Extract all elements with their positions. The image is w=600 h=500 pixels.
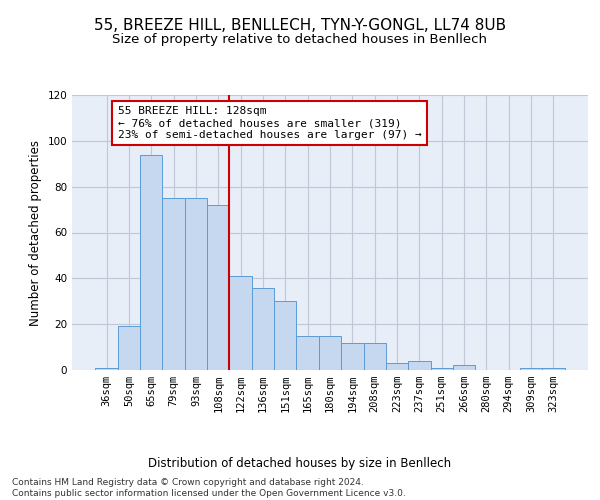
- Bar: [364, 342, 386, 370]
- Bar: [274, 301, 296, 370]
- Text: Distribution of detached houses by size in Benllech: Distribution of detached houses by size …: [148, 458, 452, 470]
- Bar: [453, 366, 475, 370]
- Bar: [207, 205, 229, 370]
- Text: 55, BREEZE HILL, BENLLECH, TYN-Y-GONGL, LL74 8UB: 55, BREEZE HILL, BENLLECH, TYN-Y-GONGL, …: [94, 18, 506, 32]
- Y-axis label: Number of detached properties: Number of detached properties: [29, 140, 42, 326]
- Bar: [341, 342, 364, 370]
- Bar: [252, 288, 274, 370]
- Bar: [408, 361, 431, 370]
- Text: 55 BREEZE HILL: 128sqm
← 76% of detached houses are smaller (319)
23% of semi-de: 55 BREEZE HILL: 128sqm ← 76% of detached…: [118, 106, 422, 140]
- Bar: [118, 326, 140, 370]
- Bar: [296, 336, 319, 370]
- Bar: [520, 368, 542, 370]
- Bar: [163, 198, 185, 370]
- Bar: [431, 368, 453, 370]
- Bar: [386, 363, 408, 370]
- Text: Contains HM Land Registry data © Crown copyright and database right 2024.
Contai: Contains HM Land Registry data © Crown c…: [12, 478, 406, 498]
- Bar: [95, 368, 118, 370]
- Bar: [229, 276, 252, 370]
- Bar: [542, 368, 565, 370]
- Bar: [140, 154, 163, 370]
- Text: Size of property relative to detached houses in Benllech: Size of property relative to detached ho…: [113, 32, 487, 46]
- Bar: [185, 198, 207, 370]
- Bar: [319, 336, 341, 370]
